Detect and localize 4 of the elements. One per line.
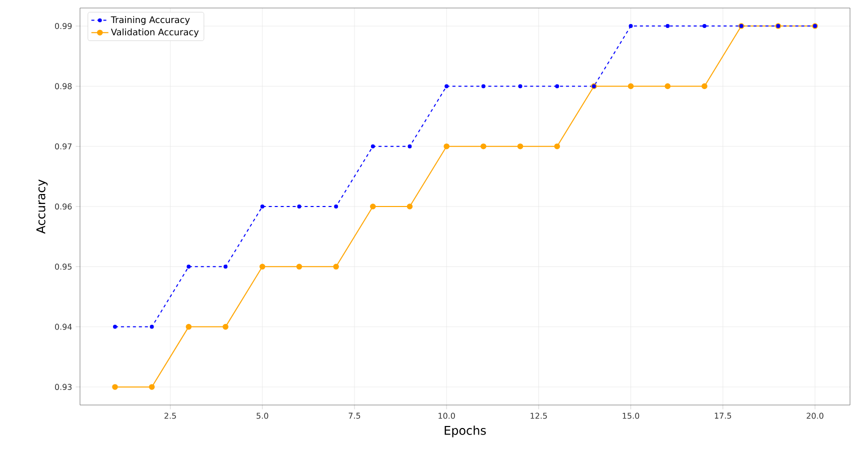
legend-label: Validation Accuracy xyxy=(110,28,199,38)
legend-label: Training Accuracy xyxy=(110,16,190,25)
y-axis-title: Accuracy xyxy=(36,180,48,234)
x-axis-title: Epochs xyxy=(444,426,486,438)
